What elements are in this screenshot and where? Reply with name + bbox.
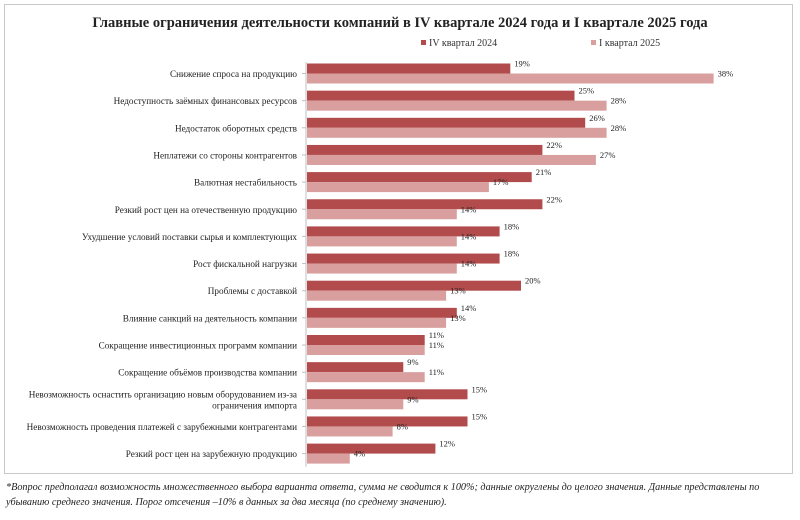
data-label: 19% [514,59,530,69]
data-label: 18% [504,221,520,231]
bar [307,443,436,454]
bar [307,372,425,383]
bar [307,399,404,410]
data-label: 28% [611,123,627,133]
bar [307,317,447,328]
data-label: 12% [439,439,455,449]
category-label: Валютная нестабильность [194,178,297,188]
category-label: Ухудшение условий поставки сырья и компл… [82,232,297,242]
category-label: Недостаток оборотных средств [175,123,298,133]
data-label: 14% [461,303,477,313]
data-label: 15% [472,384,488,394]
category-label: Сокращение объёмов производства компании [118,368,297,378]
data-label: 14% [461,231,477,241]
data-label: 17% [493,177,509,187]
data-label: 18% [504,249,520,259]
legend-swatch [421,40,426,45]
bar-chart: Главные ограничения деятельности компани… [27,15,734,467]
bar [307,280,521,291]
bar [307,307,457,318]
bar [307,127,607,138]
chart-title: Главные ограничения деятельности компани… [92,15,708,31]
data-label: 13% [450,286,466,296]
data-label: 9% [407,357,418,367]
bar [307,263,457,274]
bar [307,209,457,220]
category-label: Влияние санкций на деятельность компании [123,313,297,323]
bar [307,172,532,183]
category-label: Проблемы с доставкой [208,286,297,296]
category-label: Неплатежи со стороны контрагентов [153,150,297,160]
category-label: Резкий рост цен на отечественную продукц… [115,205,297,215]
data-label: 9% [407,394,418,404]
bar [307,389,468,400]
bar [307,182,489,193]
data-label: 14% [461,259,477,269]
data-label: 13% [450,313,466,323]
data-label: 22% [546,194,562,204]
data-label: 21% [536,167,552,177]
bar [307,226,500,237]
bar [307,253,500,264]
legend-label: IV квартал 2024 [429,38,497,49]
bar [307,73,714,84]
footnote: *Вопрос предполагал возможность множеств… [6,482,760,508]
data-label: 25% [579,86,595,96]
data-label: 11% [429,340,444,350]
data-label: 11% [429,330,444,340]
category-label: Недоступность заёмных финансовых ресурсо… [114,96,298,106]
bar [307,63,511,74]
chart-frame [4,4,793,474]
category-label: Невозможность оснастить организацию новы… [29,389,297,399]
data-label: 27% [600,150,616,160]
bar [307,362,404,373]
data-label: 38% [718,69,734,79]
bar [307,154,596,165]
category-label: Снижение спроса на продукцию [170,69,297,79]
legend-label: I квартал 2025 [599,38,660,49]
bar [307,335,425,345]
bar [307,236,457,247]
bar [307,100,607,111]
category-label: Резкий рост цен на зарубежную продукцию [126,449,297,459]
category-label: ограничения импорта [212,400,297,410]
data-label: 11% [429,367,444,377]
data-label: 26% [589,113,605,123]
category-label: Сокращение инвестиционных программ компа… [99,341,298,351]
legend-swatch [591,40,596,45]
data-label: 8% [397,421,408,431]
bar [307,199,543,210]
bar [307,117,586,128]
bar [307,416,468,427]
bar [307,144,543,155]
data-label: 20% [525,276,541,286]
data-label: 22% [546,140,562,150]
data-label: 28% [611,96,627,106]
bar [307,90,575,101]
data-label: 14% [461,204,477,214]
data-label: 4% [354,449,365,459]
bar [307,290,447,301]
bar [307,345,425,355]
bar [307,453,350,464]
bar [307,426,393,437]
category-label: Рост фискальной нагрузки [193,259,297,269]
category-label: Невозможность проведения платежей с зару… [27,422,297,432]
data-label: 15% [472,411,488,421]
